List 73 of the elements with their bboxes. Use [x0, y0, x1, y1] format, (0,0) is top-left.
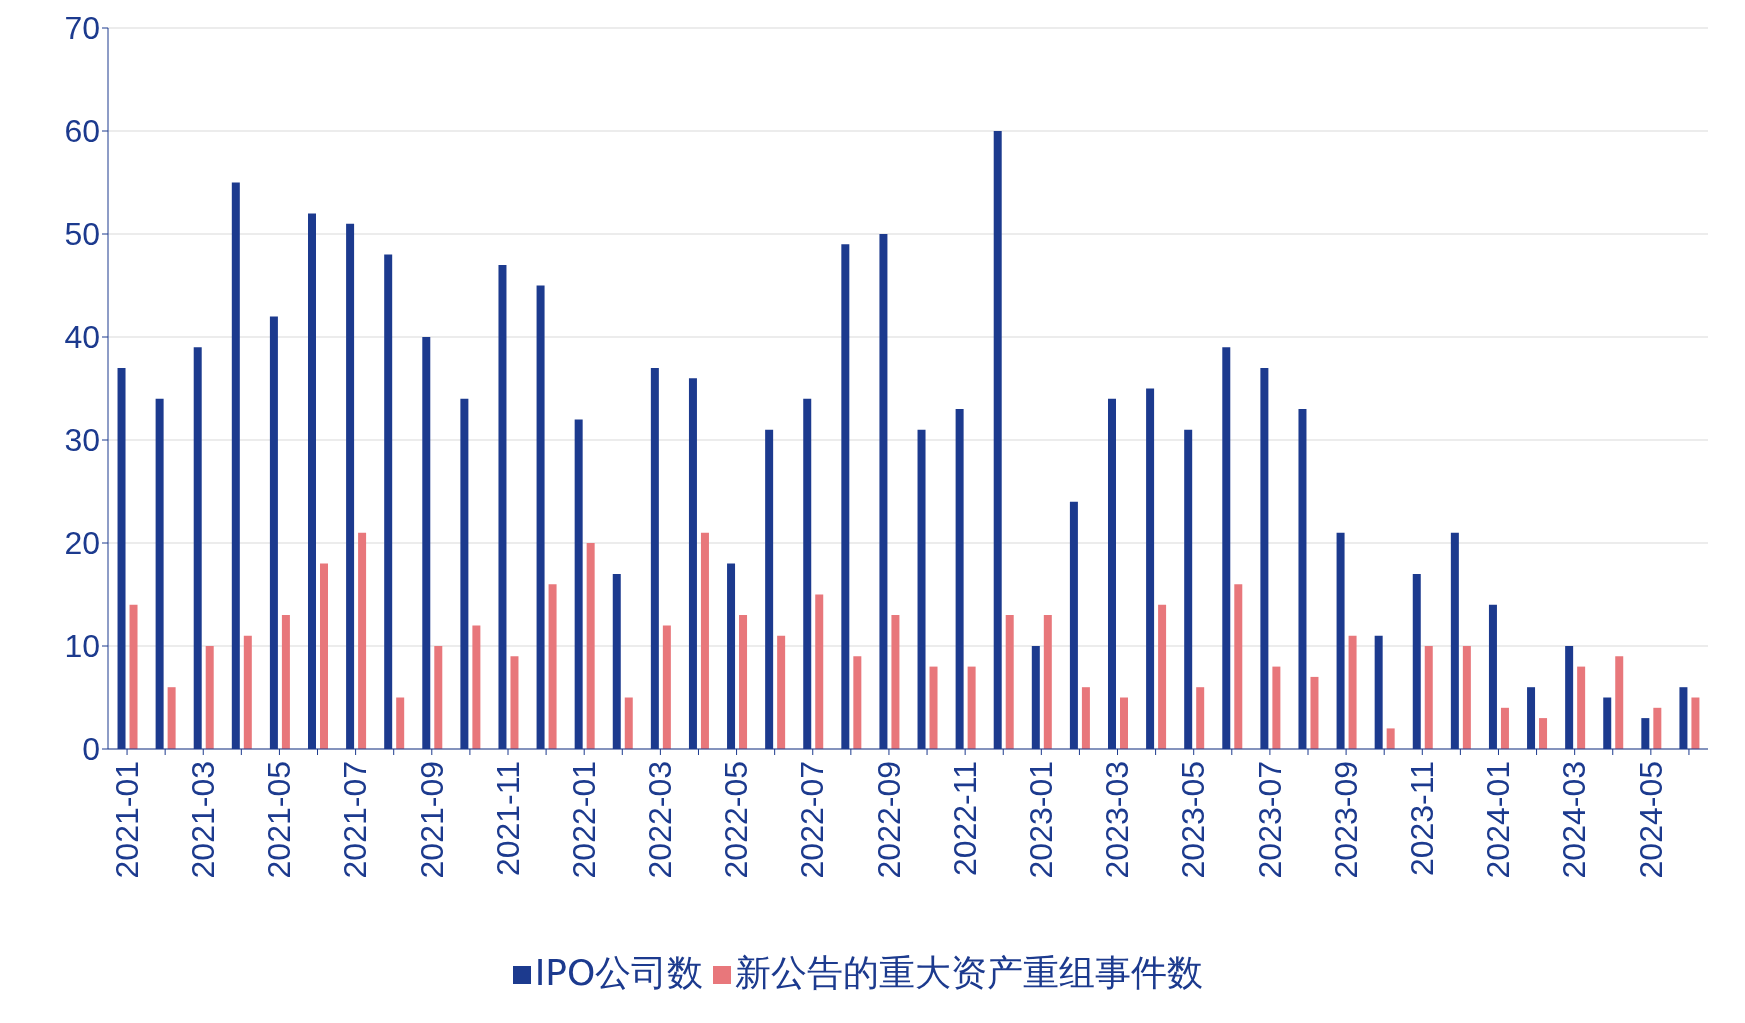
- x-tick-label: 2023-05: [1175, 761, 1212, 879]
- y-tick-label: 70: [64, 10, 100, 47]
- bar: [1424, 646, 1433, 749]
- bar: [358, 532, 367, 749]
- bar: [548, 584, 557, 749]
- bar: [129, 604, 138, 749]
- x-tick-label: 2023-09: [1327, 761, 1364, 879]
- y-tick-label: 40: [64, 319, 100, 356]
- bar: [510, 656, 519, 749]
- legend-label: 新公告的重大资产重组事件数: [735, 952, 1204, 993]
- bar: [662, 625, 671, 749]
- bar: [1234, 584, 1243, 749]
- bar: [1310, 676, 1319, 749]
- y-tick-label: 60: [64, 113, 100, 150]
- x-tick-label: 2024-05: [1632, 761, 1669, 879]
- bar: [967, 666, 976, 749]
- y-tick-label: 20: [64, 525, 100, 562]
- bar: [1081, 687, 1090, 749]
- bar: [891, 615, 900, 749]
- y-tick-label: 30: [64, 422, 100, 459]
- x-tick-label: 2024-03: [1556, 761, 1593, 879]
- bar: [1462, 646, 1471, 749]
- x-tick-label: 2021-07: [337, 761, 374, 879]
- bar: [1386, 728, 1395, 749]
- bar: [1577, 666, 1586, 749]
- bar: [1158, 604, 1167, 749]
- bar: [396, 697, 405, 749]
- bar: [586, 543, 595, 749]
- x-tick-label: 2021-05: [261, 761, 298, 879]
- bar: [777, 635, 786, 749]
- bar: [929, 666, 938, 749]
- bar: [1196, 687, 1205, 749]
- bar: [700, 532, 709, 749]
- x-tick-label: 2023-01: [1023, 761, 1060, 879]
- y-tick-label: 10: [64, 628, 100, 665]
- bar: [1539, 718, 1548, 749]
- x-tick-label: 2021-01: [108, 761, 145, 879]
- x-tick-label: 2022-07: [794, 761, 831, 879]
- x-tick-label: 2022-11: [946, 761, 983, 877]
- x-tick-label: 2022-03: [642, 761, 679, 879]
- bar: [205, 646, 214, 749]
- bar: [1500, 707, 1509, 749]
- x-tick-label: 2023-03: [1099, 761, 1136, 879]
- bar: [320, 563, 328, 749]
- x-tick-label: 2023-11: [1404, 761, 1441, 877]
- bar: [243, 635, 252, 749]
- bar: [1653, 707, 1662, 749]
- bar: [1005, 615, 1014, 749]
- bar: [815, 594, 824, 749]
- x-tick-label: 2023-07: [1251, 761, 1288, 879]
- y-tick-label: 50: [64, 216, 100, 253]
- x-tick-label: 2024-01: [1480, 761, 1517, 879]
- x-tick-label: 2022-01: [565, 761, 602, 879]
- bar: [472, 625, 481, 749]
- bar: [1120, 697, 1128, 749]
- bar: [739, 615, 748, 749]
- x-tick-label: 2021-09: [413, 761, 450, 879]
- legend-label: IPO公司数: [534, 952, 704, 993]
- x-tick-label: 2022-05: [718, 761, 755, 879]
- bar: [624, 697, 633, 749]
- bar: [1348, 635, 1357, 749]
- y-tick-label: 0: [82, 731, 100, 768]
- bar: [1691, 697, 1700, 749]
- bar: [167, 687, 176, 749]
- bar: [1043, 615, 1052, 749]
- x-tick-label: 2021-11: [489, 761, 526, 877]
- x-tick-label: 2021-03: [184, 761, 221, 879]
- bar: [1272, 666, 1281, 749]
- bar: [281, 615, 290, 749]
- bar: [853, 656, 862, 749]
- x-tick-label: 2022-09: [870, 761, 907, 879]
- bar: [434, 646, 443, 749]
- bar: [1615, 656, 1624, 749]
